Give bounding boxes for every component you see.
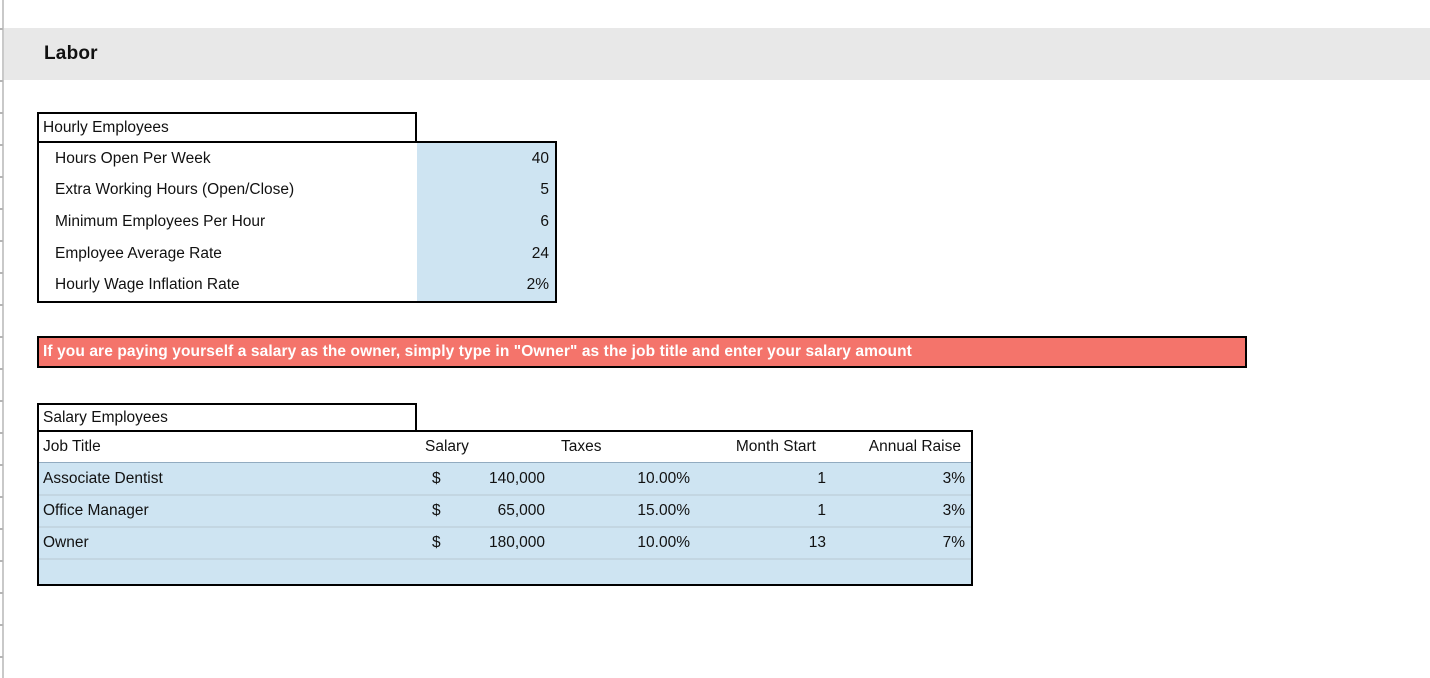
- row-boundary-tick: [0, 80, 3, 82]
- owner-note-banner: If you are paying yourself a salary as t…: [37, 336, 1247, 368]
- salary-cell[interactable]: $ 180,000: [419, 528, 559, 558]
- salary-amount: 65,000: [497, 502, 545, 519]
- hourly-row-label: Extra Working Hours (Open/Close): [39, 174, 417, 207]
- month-start-cell[interactable]: 13: [808, 534, 826, 551]
- row-boundary-tick: [0, 400, 3, 402]
- hourly-employees-title-cell: Hourly Employees: [37, 112, 417, 141]
- table-row: Associate Dentist $ 140,000 10.00% 1 3%: [39, 462, 971, 494]
- row-boundary-tick: [0, 304, 3, 306]
- hourly-row-label: Hourly Wage Inflation Rate: [39, 269, 417, 301]
- column-header-annual-raise: Annual Raise: [868, 438, 961, 455]
- month-start-cell[interactable]: 1: [817, 469, 826, 487]
- hourly-employees-title: Hourly Employees: [43, 118, 169, 136]
- table-header-row: Job Title Salary Taxes Month Start Annua…: [39, 432, 971, 462]
- column-header-job-title: Job Title: [43, 438, 101, 455]
- table-row: Employee Average Rate 24: [39, 237, 555, 270]
- currency-symbol: $: [432, 534, 441, 551]
- row-boundary-tick: [0, 368, 3, 370]
- sheet-left-gridline: [2, 0, 4, 678]
- annual-raise-cell[interactable]: 7%: [942, 534, 965, 551]
- row-boundary-tick: [0, 592, 3, 594]
- hourly-employees-table: Hours Open Per Week 40 Extra Working Hou…: [37, 141, 557, 303]
- row-boundary-tick: [0, 656, 3, 658]
- salary-employees-table: Job Title Salary Taxes Month Start Annua…: [37, 430, 973, 586]
- month-start-cell[interactable]: 1: [817, 502, 826, 519]
- table-row: Hours Open Per Week 40: [39, 143, 555, 175]
- row-boundary-tick: [0, 528, 3, 530]
- row-boundary-tick: [0, 144, 3, 146]
- annual-raise-cell[interactable]: 3%: [942, 469, 965, 487]
- owner-note-text: If you are paying yourself a salary as t…: [43, 343, 912, 360]
- salary-amount: 180,000: [488, 534, 545, 551]
- column-header-salary: Salary: [425, 438, 469, 455]
- hourly-row-value-cell[interactable]: 6: [417, 206, 555, 238]
- empty-entry-row[interactable]: [39, 558, 971, 584]
- taxes-cell[interactable]: 10.00%: [637, 469, 690, 487]
- row-boundary-tick: [0, 112, 3, 114]
- table-row: Minimum Employees Per Hour 6: [39, 206, 555, 238]
- hourly-row-value-cell[interactable]: 40: [417, 143, 555, 175]
- currency-symbol: $: [432, 502, 441, 519]
- table-row: Owner $ 180,000 10.00% 13 7%: [39, 526, 971, 558]
- column-header-month-start: Month Start: [735, 438, 816, 455]
- table-row: Office Manager $ 65,000 15.00% 1 3%: [39, 494, 971, 526]
- job-title-cell[interactable]: Associate Dentist: [43, 469, 163, 487]
- hourly-row-value-cell[interactable]: 24: [417, 237, 555, 270]
- taxes-cell[interactable]: 15.00%: [637, 502, 690, 519]
- hourly-row-value-cell[interactable]: 2%: [417, 269, 555, 301]
- row-boundary-tick: [0, 624, 3, 626]
- row-boundary-tick: [0, 496, 3, 498]
- hourly-row-value-cell[interactable]: 5: [417, 174, 555, 207]
- section-title: Labor: [44, 43, 98, 64]
- job-title-cell[interactable]: Office Manager: [43, 502, 149, 519]
- row-boundary-tick: [0, 240, 3, 242]
- hourly-row-label: Minimum Employees Per Hour: [39, 206, 417, 238]
- salary-employees-title-cell: Salary Employees: [37, 403, 417, 430]
- currency-symbol: $: [432, 469, 441, 487]
- section-band: Labor: [4, 28, 1430, 80]
- row-boundary-tick: [0, 272, 3, 274]
- row-boundary-tick: [0, 28, 3, 30]
- annual-raise-cell[interactable]: 3%: [942, 502, 965, 519]
- row-boundary-tick: [0, 208, 3, 210]
- row-boundary-tick: [0, 432, 3, 434]
- row-boundary-tick: [0, 176, 3, 178]
- row-boundary-tick: [0, 336, 3, 338]
- taxes-cell[interactable]: 10.00%: [637, 534, 690, 551]
- table-row: Hourly Wage Inflation Rate 2%: [39, 269, 555, 301]
- salary-employees-title: Salary Employees: [43, 408, 168, 426]
- job-title-cell[interactable]: Owner: [43, 534, 89, 551]
- salary-cell[interactable]: $ 65,000: [419, 496, 559, 526]
- hourly-row-label: Hours Open Per Week: [39, 143, 417, 175]
- row-boundary-tick: [0, 464, 3, 466]
- row-boundary-tick: [0, 560, 3, 562]
- salary-amount: 140,000: [488, 469, 545, 487]
- column-header-taxes: Taxes: [561, 438, 602, 455]
- hourly-row-label: Employee Average Rate: [39, 237, 417, 270]
- salary-cell[interactable]: $ 140,000: [419, 463, 559, 494]
- table-row: Extra Working Hours (Open/Close) 5: [39, 174, 555, 207]
